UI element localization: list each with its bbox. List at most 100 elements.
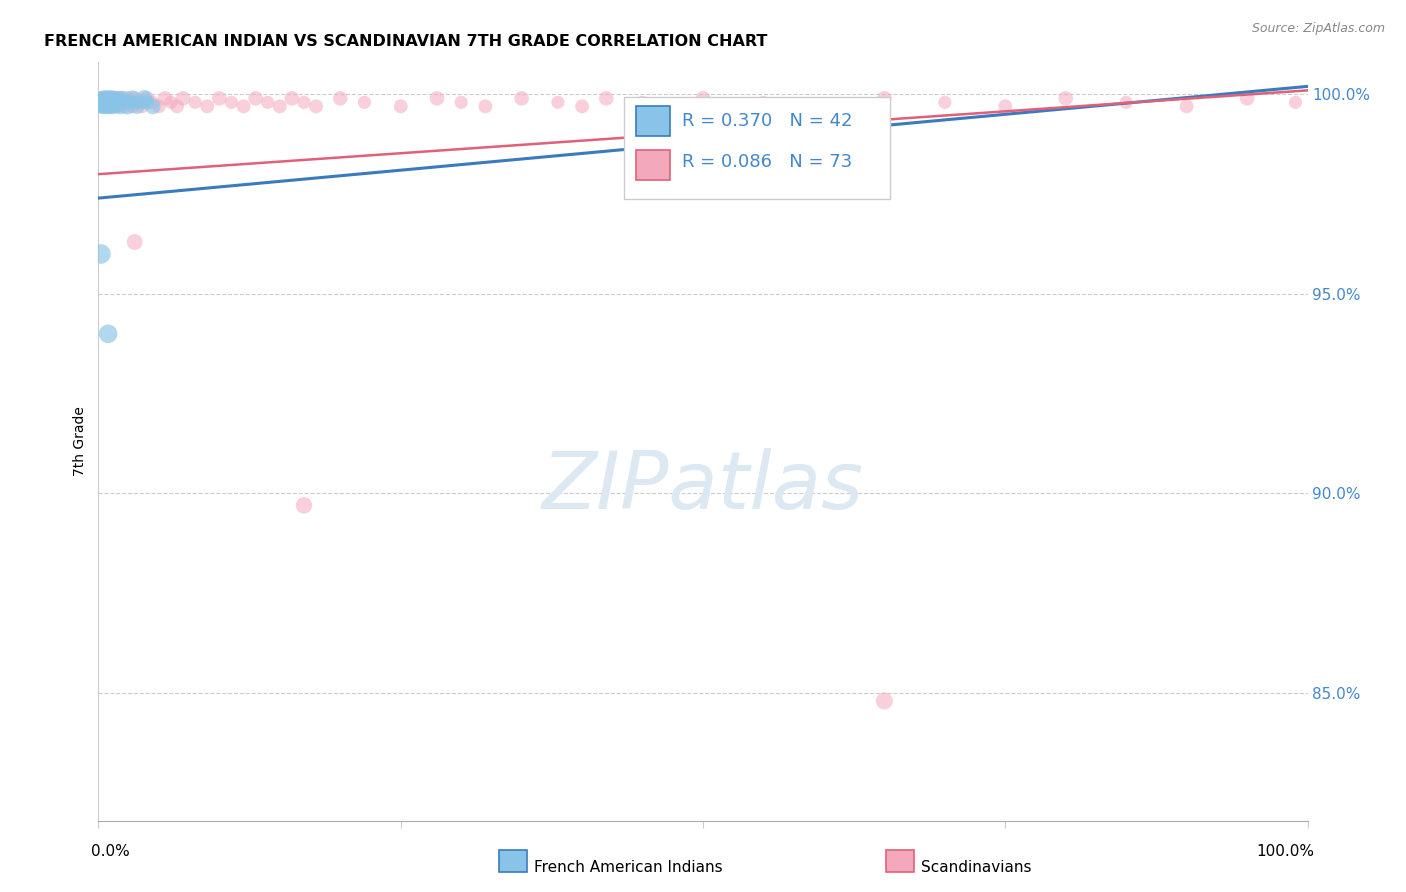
Point: [692, 91, 714, 105]
Point: [245, 91, 267, 105]
Point: [110, 91, 132, 105]
Point: [934, 95, 956, 110]
Point: [166, 99, 188, 113]
Point: [90, 91, 112, 105]
Point: [91, 91, 114, 105]
Point: [269, 99, 291, 113]
Point: [108, 91, 131, 105]
Point: [221, 95, 243, 110]
Point: [89, 95, 111, 110]
Point: [124, 235, 146, 249]
Point: [91, 91, 114, 105]
Point: [1115, 95, 1137, 110]
Point: [100, 99, 122, 113]
Point: [100, 95, 122, 110]
Point: [89, 91, 111, 105]
Point: [96, 95, 118, 110]
Point: [873, 91, 896, 105]
Point: [111, 95, 134, 110]
Point: [90, 95, 112, 110]
Point: [108, 99, 131, 113]
Point: [631, 95, 654, 110]
Point: [184, 95, 207, 110]
Point: [873, 694, 896, 708]
Y-axis label: 7th Grade: 7th Grade: [73, 407, 87, 476]
Point: [135, 91, 157, 105]
Text: R = 0.370   N = 42: R = 0.370 N = 42: [682, 112, 853, 129]
Point: [93, 91, 115, 105]
Point: [281, 91, 304, 105]
Point: [117, 99, 139, 113]
Point: [98, 99, 121, 113]
Point: [353, 95, 375, 110]
Point: [111, 91, 134, 105]
FancyBboxPatch shape: [637, 150, 671, 180]
Point: [595, 91, 617, 105]
Point: [426, 91, 449, 105]
Point: [208, 91, 231, 105]
Text: French American Indians: French American Indians: [534, 860, 723, 874]
Point: [101, 99, 124, 113]
Text: ZIPatlas: ZIPatlas: [541, 448, 865, 526]
Point: [91, 95, 114, 110]
Point: [160, 95, 183, 110]
Point: [108, 95, 131, 110]
Point: [97, 91, 120, 105]
Point: [121, 91, 143, 105]
Point: [100, 99, 122, 113]
Point: [305, 99, 328, 113]
Point: [450, 95, 472, 110]
Point: [121, 99, 143, 113]
Point: [93, 95, 115, 110]
Point: [100, 91, 122, 105]
Point: [96, 99, 118, 113]
Point: [118, 95, 141, 110]
Text: 0.0%: 0.0%: [91, 845, 131, 859]
Text: FRENCH AMERICAN INDIAN VS SCANDINAVIAN 7TH GRADE CORRELATION CHART: FRENCH AMERICAN INDIAN VS SCANDINAVIAN 7…: [44, 34, 768, 49]
Point: [329, 91, 352, 105]
Point: [91, 99, 114, 113]
Point: [105, 99, 128, 113]
Point: [195, 99, 218, 113]
Point: [114, 95, 136, 110]
Point: [256, 95, 278, 110]
Point: [91, 95, 114, 110]
Point: [389, 99, 412, 113]
Point: [107, 95, 129, 110]
Point: [90, 99, 112, 113]
Point: [232, 99, 254, 113]
Point: [1236, 91, 1258, 105]
Point: [103, 91, 125, 105]
Point: [124, 91, 146, 105]
Point: [91, 99, 114, 113]
Point: [172, 91, 194, 105]
Point: [94, 91, 117, 105]
Point: [107, 91, 129, 105]
Point: [110, 95, 132, 110]
Point: [100, 91, 122, 105]
FancyBboxPatch shape: [637, 105, 671, 136]
Point: [124, 95, 146, 110]
Point: [292, 499, 315, 513]
Point: [153, 91, 176, 105]
Point: [571, 99, 593, 113]
Point: [93, 99, 115, 113]
Point: [105, 95, 128, 110]
Point: [101, 95, 124, 110]
Point: [135, 95, 157, 110]
Point: [104, 99, 127, 113]
Point: [104, 91, 127, 105]
Point: [98, 91, 121, 105]
Point: [127, 99, 149, 113]
Point: [118, 95, 141, 110]
Point: [129, 95, 152, 110]
Point: [547, 95, 569, 110]
Point: [94, 99, 117, 113]
Point: [131, 99, 153, 113]
Point: [114, 99, 136, 113]
Point: [127, 95, 149, 110]
Point: [98, 95, 121, 110]
Point: [134, 91, 156, 105]
Point: [510, 91, 533, 105]
Point: [1175, 99, 1198, 113]
